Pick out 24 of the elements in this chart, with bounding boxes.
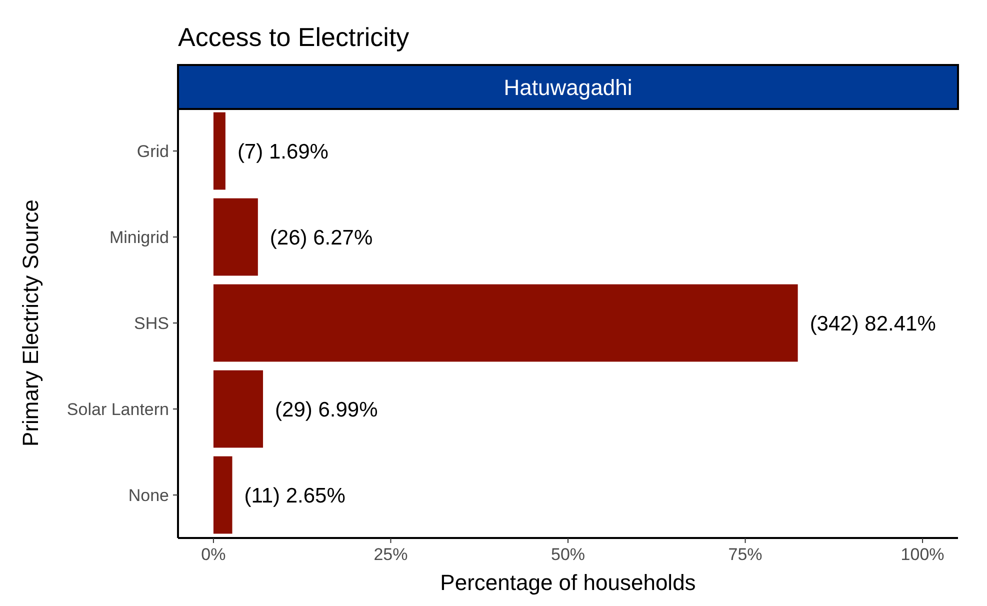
y-tick-label: None — [128, 486, 169, 505]
y-axis-title: Primary Electricty Source — [18, 200, 43, 446]
x-tick-label: 50% — [550, 545, 586, 564]
y-tick-label: SHS — [134, 314, 169, 333]
x-tick-label: 0% — [201, 545, 226, 564]
data-label: (29) 6.99% — [275, 398, 378, 422]
x-axis-title: Percentage of households — [440, 570, 696, 595]
data-label: (11) 2.65% — [244, 484, 346, 508]
y-tick-label: Solar Lantern — [66, 400, 169, 419]
bar — [213, 284, 798, 362]
x-tick-label: 25% — [374, 545, 408, 564]
y-tick-label: Grid — [136, 142, 169, 161]
bar — [213, 112, 226, 190]
bar — [213, 370, 264, 448]
data-label: (7) 1.69% — [237, 140, 328, 164]
x-tick-label: 100% — [900, 545, 944, 564]
x-tick-label: 75% — [728, 545, 762, 564]
bar — [213, 456, 232, 534]
data-label: (26) 6.27% — [270, 226, 373, 250]
data-label: (342) 82.41% — [810, 312, 936, 336]
bar — [213, 198, 258, 276]
chart-subtitle: Hatuwagadhi — [504, 75, 632, 100]
chart-title: Access to Electricity — [178, 22, 410, 52]
y-tick-label: Minigrid — [109, 228, 169, 247]
